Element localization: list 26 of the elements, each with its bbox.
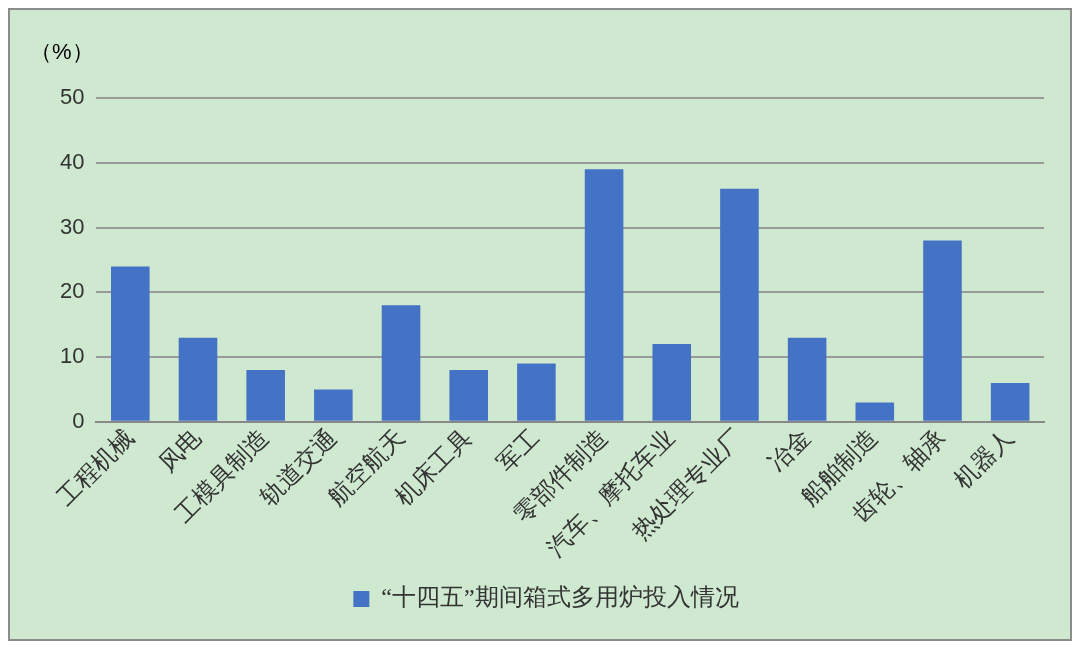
y-tick-label: 30 [59, 213, 85, 239]
x-tick-label: 机器人 [948, 424, 1019, 494]
x-tick-label: 冶金 [762, 424, 816, 477]
y-tick-label: 10 [59, 343, 85, 369]
bar [178, 337, 218, 421]
x-tick-label: 军工 [492, 424, 545, 477]
bar [720, 188, 759, 421]
y-tick-label: 0 [72, 407, 85, 433]
bar [381, 305, 421, 421]
bar [787, 337, 827, 421]
x-tick-label: 风电 [153, 424, 206, 477]
bar [855, 402, 895, 421]
bar [584, 169, 624, 421]
y-tick-label: 40 [59, 148, 85, 174]
bar [517, 363, 556, 421]
bar [652, 344, 692, 421]
bar [246, 370, 285, 421]
y-tick-label: 20 [59, 278, 85, 304]
y-axis-title: （%） [30, 39, 94, 65]
legend-label: “十四五”期间箱式多用炉投入情况 [381, 584, 739, 611]
bar [314, 389, 353, 421]
bar [449, 370, 488, 421]
bar [111, 266, 150, 421]
bar [923, 240, 962, 421]
bar [990, 382, 1030, 421]
y-tick-label: 50 [59, 84, 85, 110]
